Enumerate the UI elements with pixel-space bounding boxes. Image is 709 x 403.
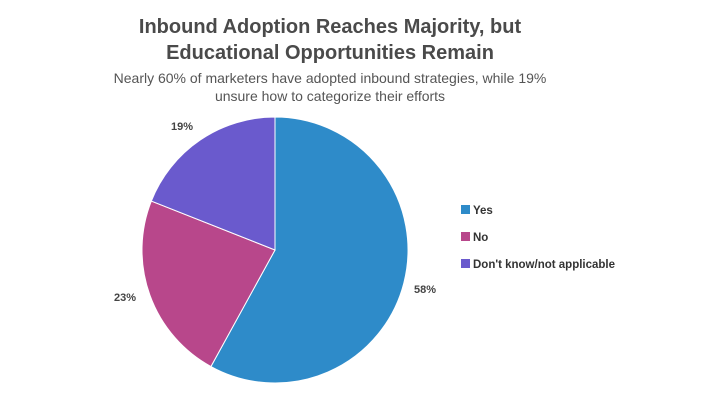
pie-slice-don-t-know-not-applicable [150,116,276,251]
legend-label-don-t-know-not-applicable: Don't know/not applicable [473,259,615,271]
pie-slices [141,116,409,384]
legend-swatch-don-t-know-not-applicable [461,259,470,268]
pie-slice-yes [210,116,409,384]
legend-label-no: No [473,232,488,244]
chart-subtitle-line-1: Nearly 60% of marketers have adopted inb… [113,70,547,86]
legend-swatch-yes [461,205,470,214]
legend-label-yes: Yes [473,205,493,217]
chart-title-line-2: Educational Opportunities Remain [166,42,494,64]
legend: Yes No Don't know/not applicable [461,205,615,271]
chart-subtitle-line-2: unsure how to categorize their efforts [214,88,446,104]
chart-title: Inbound Adoption Reaches Majority, but E… [0,14,660,66]
data-labels: 58% 23% 19% [114,121,436,304]
data-label-no: 23% [114,292,136,304]
chart-subtitle: Nearly 60% of marketers have adopted inb… [0,69,660,105]
pie-slice-no [141,200,276,368]
chart-title-line-1: Inbound Adoption Reaches Majority, but [138,16,522,38]
data-label-don-t-know-not-applicable: 19% [171,121,193,133]
legend-swatch-no [461,232,470,241]
data-label-yes: 58% [414,284,436,296]
